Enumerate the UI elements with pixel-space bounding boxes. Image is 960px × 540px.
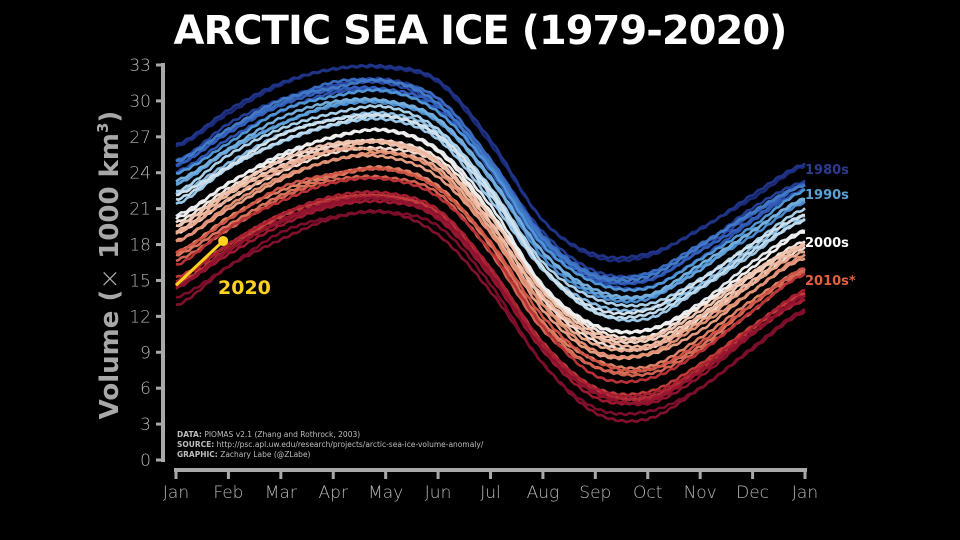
legend-1990s: 1990s — [805, 188, 849, 203]
line-2020 — [174, 239, 225, 287]
year-curve-1995 — [175, 112, 805, 316]
year-curve-2009 — [175, 166, 806, 373]
year-curve-1990 — [175, 96, 806, 300]
year-curve-2019 — [175, 209, 806, 417]
x-tick-label: Aug — [527, 483, 560, 503]
x-axis: Jan Feb Mar Apr May Jun Jul Aug Sep Oct Nov Dec Jan — [163, 468, 818, 503]
year-curve-2017 — [175, 196, 806, 407]
y-tick-label: 3 — [140, 415, 151, 435]
y-tick-label: 18 — [129, 236, 151, 256]
x-tick-label: Jan — [792, 483, 818, 503]
credits: DATA: PIOMAS v2.1 (Zhang and Rothrock, 2… — [177, 430, 484, 459]
credit-data: DATA: PIOMAS v2.1 (Zhang and Rothrock, 2… — [177, 430, 360, 439]
y-tick-label: 30 — [129, 92, 151, 112]
x-tick-label: Jul — [480, 483, 501, 503]
y-tick-label: 21 — [129, 200, 151, 220]
year-curve-2003 — [175, 146, 806, 353]
year-curve-1980 — [175, 63, 806, 260]
x-tick-label: Dec — [736, 483, 769, 503]
x-tick-label: Sep — [579, 483, 611, 503]
y-tick-label: 6 — [140, 379, 151, 399]
year-curve-1998 — [175, 138, 806, 341]
y-tick-label: 15 — [129, 271, 151, 291]
y-tick-label: 24 — [129, 164, 151, 184]
y-tick-label: 12 — [129, 307, 151, 327]
y-axis-label: Volume (× 1000 km3) — [94, 111, 125, 420]
year-curve-1988 — [175, 87, 806, 293]
credit-graphic: GRAPHIC: Zachary Labe (@ZLabe) — [177, 450, 311, 459]
highlight-2020 — [174, 235, 229, 287]
year-curve-1985 — [175, 77, 806, 281]
legend-2010s: 2010s* — [805, 274, 856, 289]
y-tick-label: 33 — [129, 56, 151, 76]
x-tick-label: Nov — [684, 483, 717, 503]
year-curve-2001 — [176, 139, 806, 342]
x-tick-label: Jan — [163, 483, 189, 503]
year-curves — [175, 63, 806, 424]
y-axis: 0 3 6 9 12 15 18 21 24 27 30 33 — [129, 56, 165, 471]
label-2020: 2020 — [218, 277, 271, 299]
year-curve-1986 — [175, 77, 806, 283]
x-tick-label: Mar — [265, 483, 297, 503]
year-curve-1994 — [175, 113, 806, 320]
x-tick-label: Apr — [319, 483, 348, 503]
year-curve-1989 — [175, 98, 806, 301]
year-curve-2014 — [175, 189, 806, 399]
y-tick-label: 0 — [140, 451, 151, 471]
x-tick-label: Jun — [425, 483, 452, 503]
year-curve-2007 — [175, 166, 806, 375]
year-curve-2005 — [175, 150, 806, 359]
legend-2000s: 2000s — [805, 236, 849, 251]
chart-title: ARCTIC SEA ICE (1979-2020) — [173, 8, 788, 54]
y-tick-label: 9 — [140, 343, 151, 363]
credit-source: SOURCE: http://psc.apl.uw.edu/research/p… — [177, 440, 484, 449]
x-tick-label: Feb — [213, 483, 243, 503]
legend-1980s: 1980s — [805, 163, 849, 178]
marker-2020 — [218, 235, 229, 246]
year-curve-2012 — [175, 175, 806, 385]
y-tick-label: 27 — [129, 128, 151, 148]
x-tick-label: May — [368, 483, 403, 503]
legend: 1980s 1990s 2000s 2010s* — [805, 163, 856, 289]
year-curve-1993 — [175, 104, 806, 308]
year-curve-2002 — [175, 139, 806, 349]
x-tick-label: Oct — [633, 483, 662, 503]
